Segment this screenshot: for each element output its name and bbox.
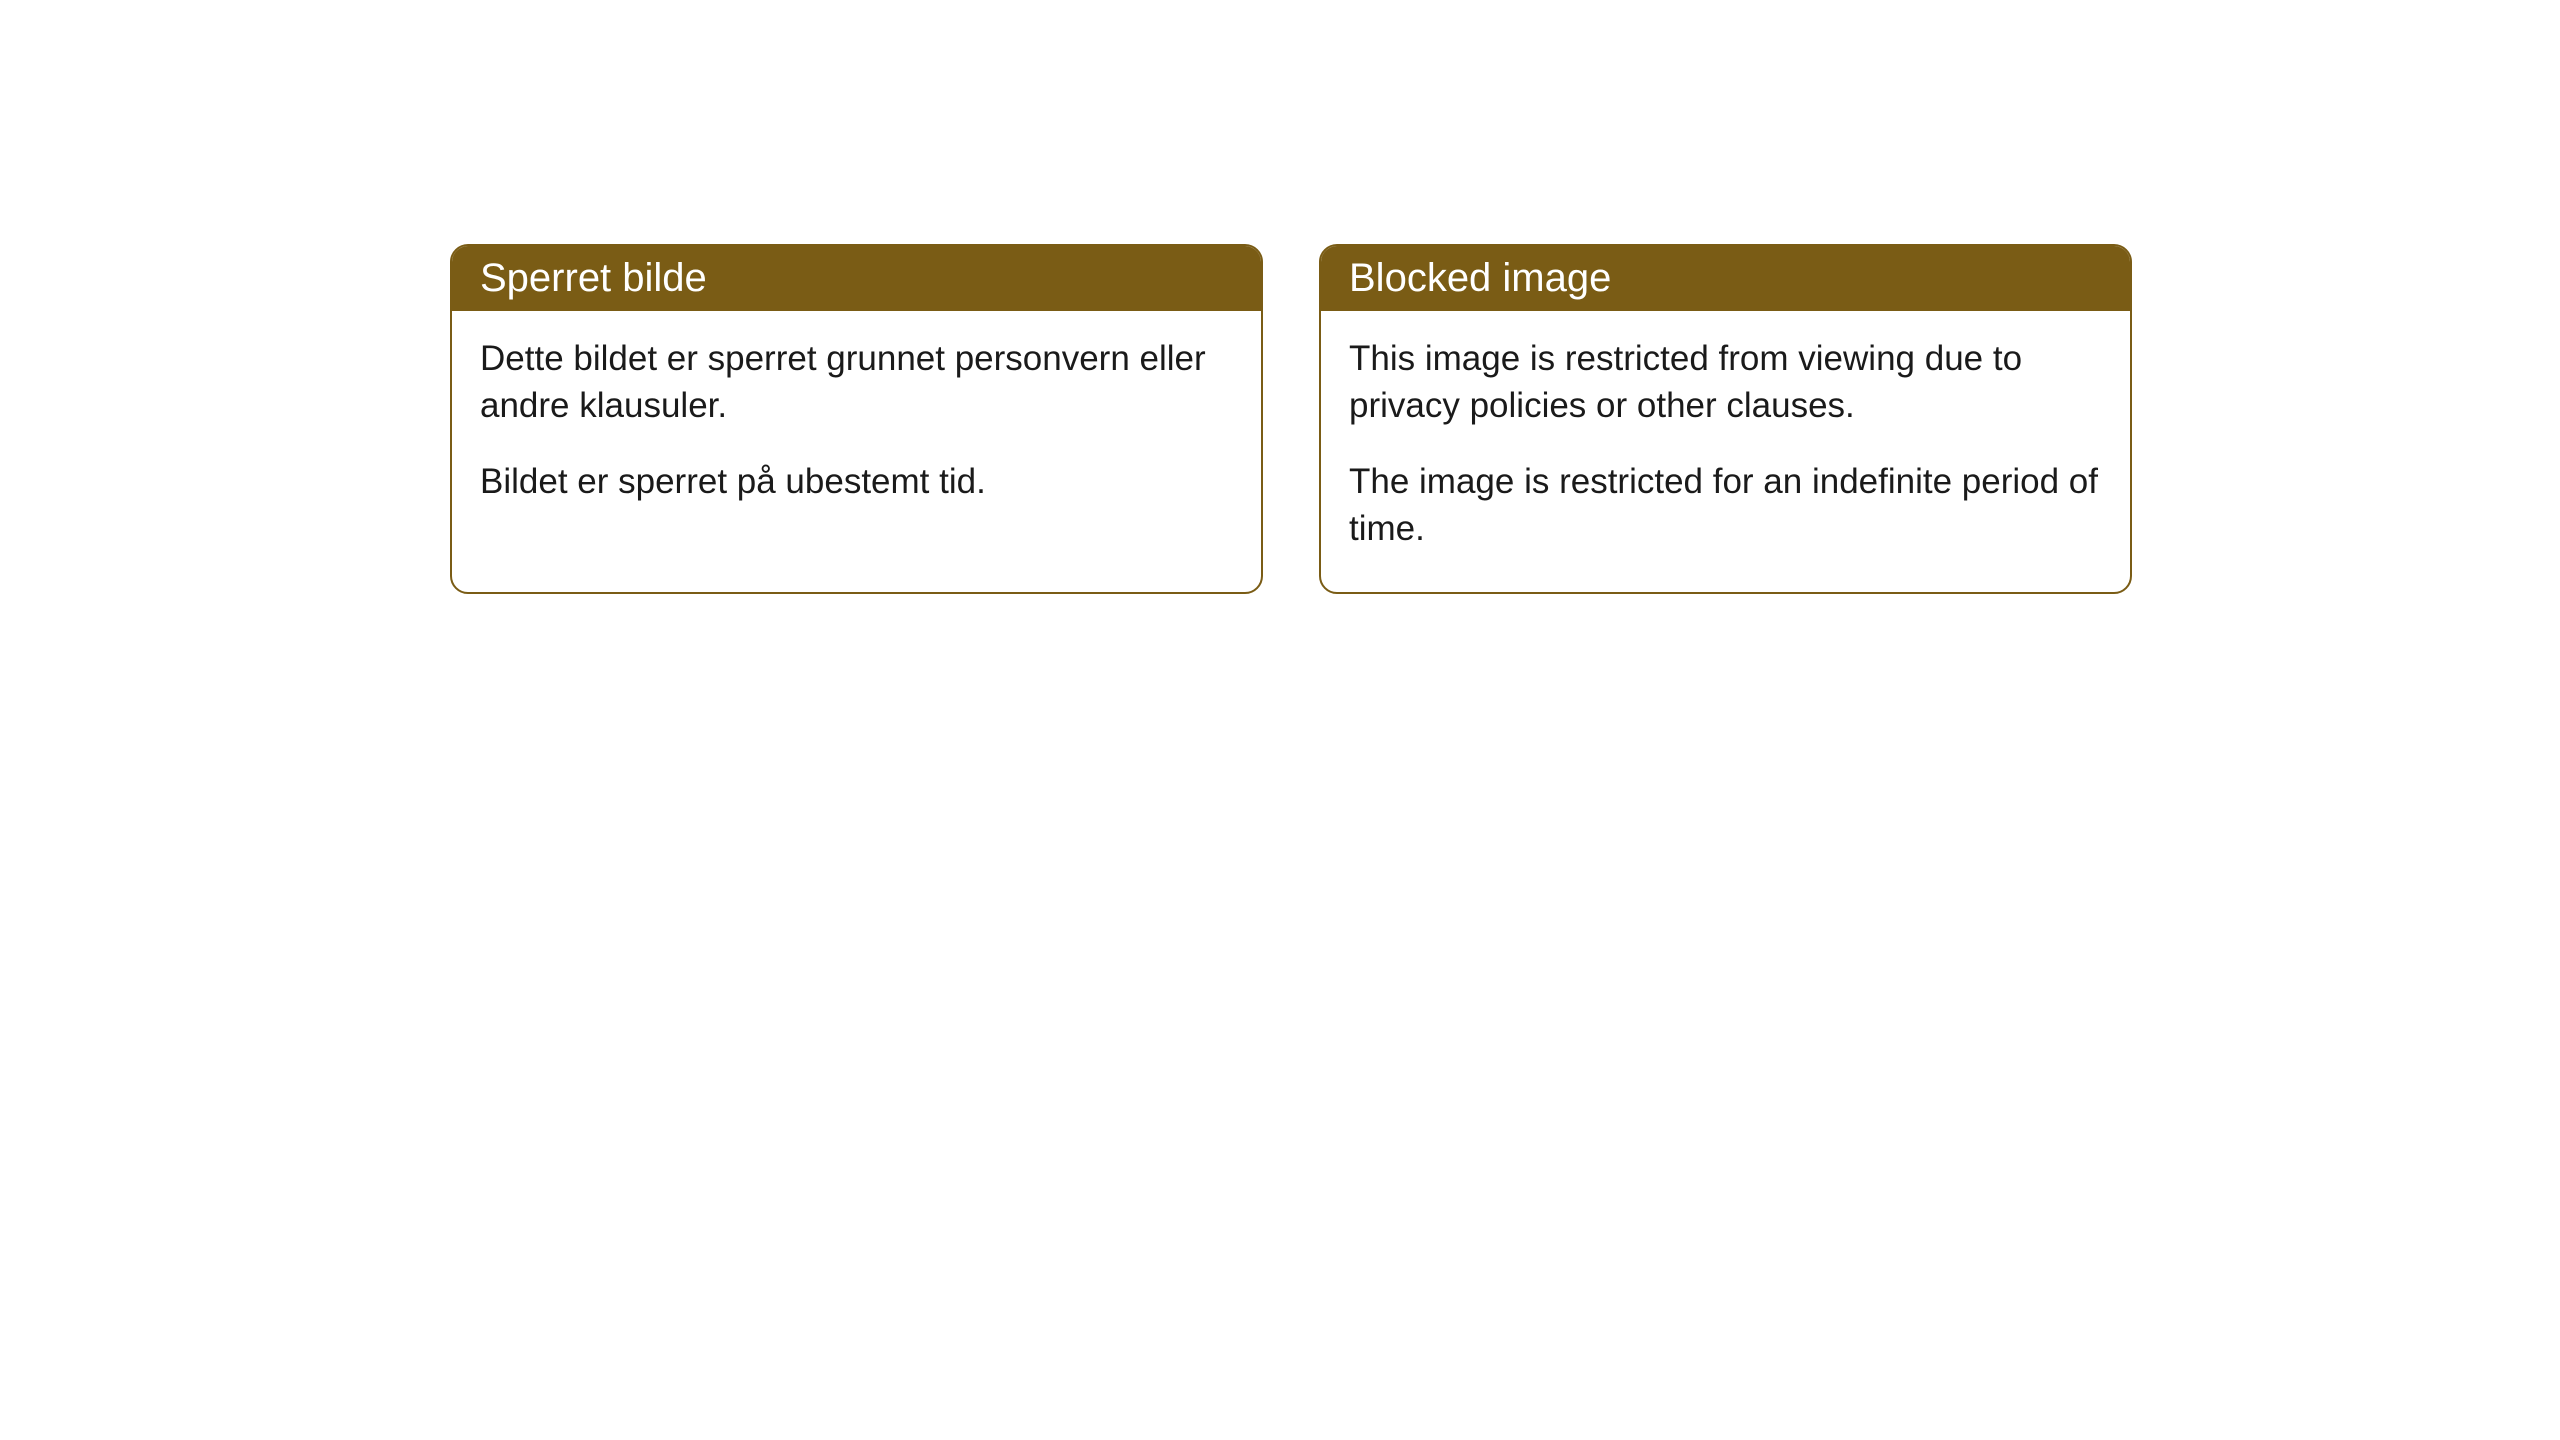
card-header: Blocked image xyxy=(1321,246,2130,311)
card-paragraph-1: This image is restricted from viewing du… xyxy=(1349,335,2102,430)
card-title: Sperret bilde xyxy=(480,256,707,300)
notice-cards-container: Sperret bilde Dette bildet er sperret gr… xyxy=(450,244,2132,594)
card-header: Sperret bilde xyxy=(452,246,1261,311)
card-body: This image is restricted from viewing du… xyxy=(1321,311,2130,592)
card-paragraph-2: The image is restricted for an indefinit… xyxy=(1349,458,2102,553)
card-body: Dette bildet er sperret grunnet personve… xyxy=(452,311,1261,545)
blocked-image-card-english: Blocked image This image is restricted f… xyxy=(1319,244,2132,594)
card-paragraph-1: Dette bildet er sperret grunnet personve… xyxy=(480,335,1233,430)
card-paragraph-2: Bildet er sperret på ubestemt tid. xyxy=(480,458,1233,505)
blocked-image-card-norwegian: Sperret bilde Dette bildet er sperret gr… xyxy=(450,244,1263,594)
card-title: Blocked image xyxy=(1349,256,1611,300)
